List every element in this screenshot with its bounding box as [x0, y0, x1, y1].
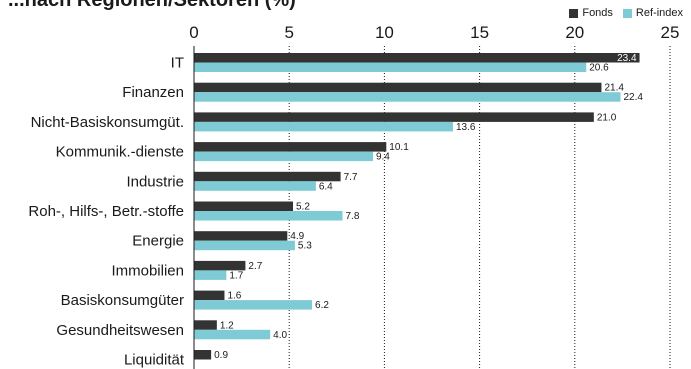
legend: Fonds Ref-index	[569, 7, 683, 19]
bar-fonds-industrie	[194, 171, 341, 182]
value-label-ref-index-roh-hilfs-betr-stoffe: 7.8	[346, 211, 360, 222]
bar-ref-index-finanzen	[194, 92, 621, 102]
bar-fonds-kommunik-dienste	[194, 142, 387, 152]
legend-swatch-fonds	[569, 8, 579, 18]
legend-item-fonds: Fonds	[569, 7, 613, 19]
bar-fonds-gesundheitswesen	[194, 320, 217, 330]
x-tick-label: 15	[470, 23, 489, 42]
x-axis-ticks: 0 5 10 15 20 25	[189, 23, 679, 42]
x-tick-label: 10	[375, 23, 394, 42]
legend-label-fonds: Fonds	[582, 7, 613, 19]
category-label-kommunik-dienste: Kommunik.-dienste	[56, 144, 184, 161]
bar-ref-index-kommunik-dienste	[194, 151, 373, 162]
bar-fonds-energie	[194, 231, 288, 241]
category-label-industrie: Industrie	[126, 173, 184, 190]
legend-label-ref-index: Ref-index	[635, 7, 683, 19]
value-label-ref-index-it: 20.6	[589, 63, 609, 74]
bar-ref-index-industrie	[194, 181, 316, 191]
bar-fonds-nicht-basiskonsumgut	[194, 112, 594, 122]
category-label-gesundheitswesen: Gesundheitswesen	[56, 322, 184, 339]
value-label-ref-index-kommunik-dienste: 9.4	[376, 152, 390, 163]
category-label-energie: Energie	[132, 233, 184, 250]
category-label-nicht-basiskonsumgut: Nicht-Basiskonsumgüt.	[31, 114, 184, 131]
x-tick-label: 20	[565, 23, 584, 42]
category-label-basiskonsumguter: Basiskonsumgüter	[61, 292, 184, 309]
category-label-it: IT	[171, 55, 184, 72]
value-label-fonds-industrie: 7.7	[344, 172, 358, 183]
legend-item-ref-index: Ref-index	[622, 7, 683, 19]
value-label-fonds-it: 23.4	[617, 53, 637, 64]
category-label-immobilien: Immobilien	[111, 262, 184, 279]
x-tick-label: 5	[284, 23, 293, 42]
value-label-fonds-gesundheitswesen: 1.2	[220, 320, 234, 331]
value-label-ref-index-industrie: 6.4	[319, 181, 333, 192]
value-label-fonds-nicht-basiskonsumgut: 21.0	[597, 112, 617, 123]
chart-title: ...nach Regionen/Sektoren (%)	[8, 0, 296, 11]
bar-ref-index-gesundheitswesen	[194, 329, 271, 340]
value-label-fonds-immobilien: 2.7	[248, 261, 262, 272]
value-label-fonds-kommunik-dienste: 10.1	[389, 142, 409, 153]
bar-fonds-basiskonsumguter	[194, 290, 225, 301]
category-label-liquiditat: Liquidität	[124, 352, 185, 369]
value-label-ref-index-finanzen: 22.4	[623, 92, 643, 103]
bar-ref-index-roh-hilfs-betr-stoffe	[194, 211, 343, 221]
bar-fonds-finanzen	[194, 82, 602, 93]
legend-swatch-ref-index	[622, 8, 632, 18]
value-label-fonds-finanzen: 21.4	[604, 83, 624, 94]
bar-ref-index-it	[194, 62, 587, 72]
bars: IT 23.4 20.6 Finanzen 21.422.4 Nicht-Basiskon…	[28, 53, 643, 369]
bar-ref-index-nicht-basiskonsumgut	[194, 121, 453, 132]
bar-fonds-it	[194, 53, 640, 63]
bar-fonds-liquiditat	[194, 350, 212, 360]
value-label-fonds-basiskonsumguter: 1.6	[227, 291, 241, 302]
x-tick-label: 0	[189, 23, 198, 42]
bar-ref-index-energie	[194, 240, 295, 251]
value-label-fonds-roh-hilfs-betr-stoffe: 5.2	[296, 202, 310, 213]
value-label-ref-index-nicht-basiskonsumgut: 13.6	[456, 122, 476, 133]
category-label-roh-hilfs-betr-stoffe: Roh-, Hilfs-, Betr.-stoffe	[28, 203, 184, 220]
value-label-ref-index-gesundheitswesen: 4.0	[273, 330, 287, 341]
value-label-ref-index-immobilien: 1.7	[229, 270, 243, 281]
value-label-ref-index-basiskonsumguter: 6.2	[315, 300, 329, 311]
value-label-fonds-liquiditat: 0.9	[214, 350, 228, 361]
x-tick-label: 25	[661, 23, 680, 42]
bar-fonds-roh-hilfs-betr-stoffe	[194, 201, 294, 211]
bar-ref-index-immobilien	[194, 270, 227, 280]
category-label-finanzen: Finanzen	[122, 84, 184, 101]
bar-ref-index-basiskonsumguter	[194, 300, 313, 310]
value-label-fonds-energie: 4.9	[290, 231, 304, 242]
bar-fonds-immobilien	[194, 260, 246, 271]
value-label-ref-index-energie: 5.3	[298, 241, 312, 252]
